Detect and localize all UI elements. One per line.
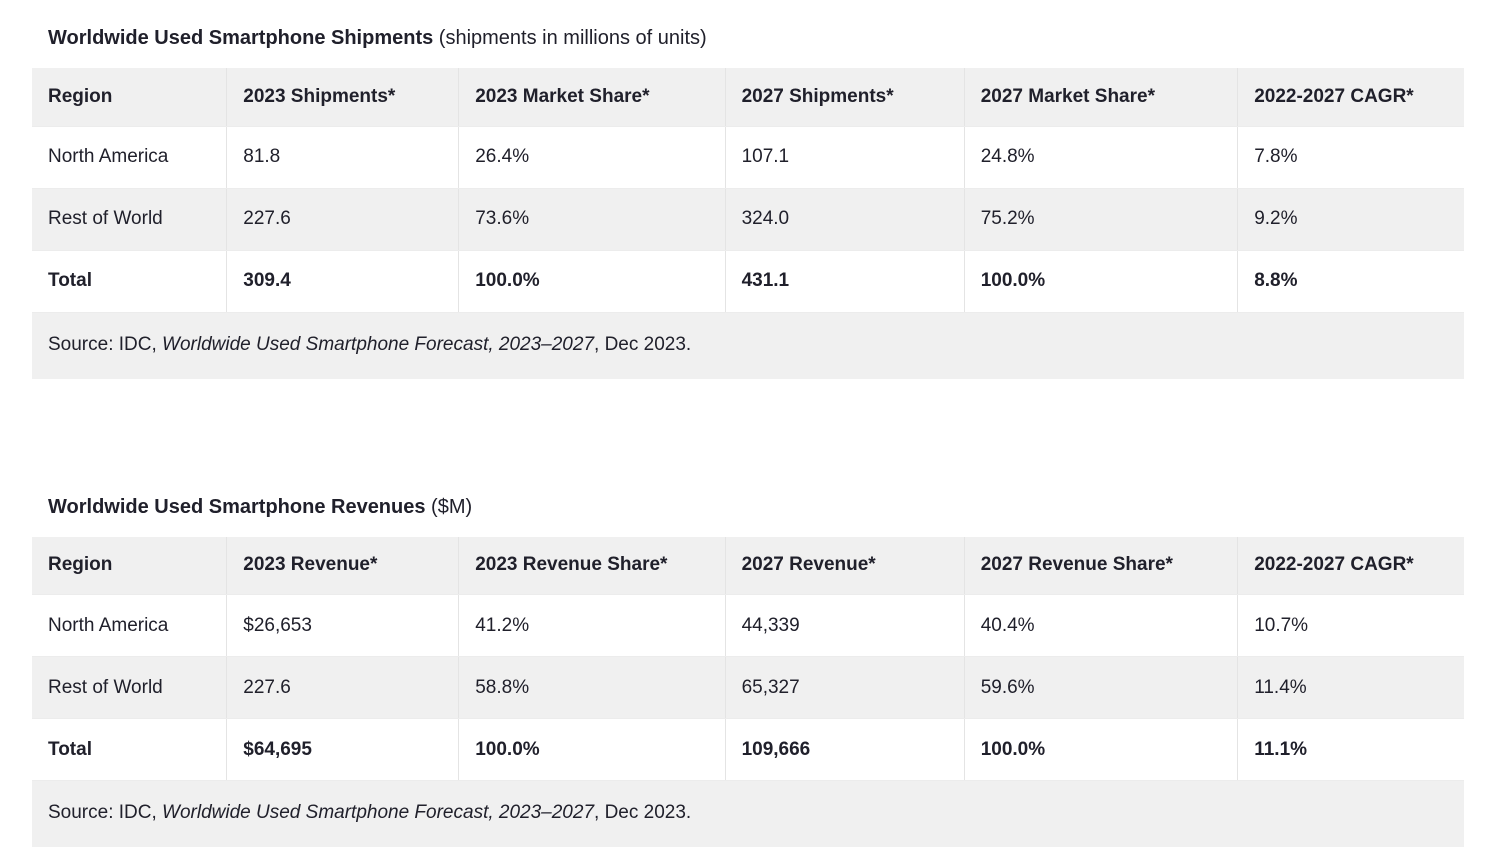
column-header: 2027 Market Share* bbox=[964, 68, 1239, 127]
table-cell: 59.6% bbox=[964, 656, 1239, 719]
table-cell: $26,653 bbox=[226, 594, 460, 657]
revenues-table-title: Worldwide Used Smartphone Revenues ($M) bbox=[32, 478, 1464, 537]
column-header: 2023 Shipments* bbox=[226, 68, 460, 127]
table-cell: 65,327 bbox=[725, 656, 965, 719]
table-cell: 58.8% bbox=[458, 656, 726, 719]
column-header: Region bbox=[32, 68, 228, 127]
table-row: Rest of World 227.6 58.8% 65,327 59.6% 11.4% bbox=[32, 656, 1464, 719]
table-title-text: Worldwide Used Smartphone Revenues bbox=[48, 495, 426, 518]
source-prefix: Source: IDC, bbox=[48, 333, 163, 355]
header-row: Region 2023 Revenue* 2023 Revenue Share* 20… bbox=[32, 536, 1464, 595]
table-cell: Rest of World bbox=[32, 656, 228, 719]
column-header: 2027 Revenue* bbox=[725, 536, 965, 595]
source-title: Worldwide Used Smartphone Forecast, 2023… bbox=[162, 802, 595, 823]
table-row: North America 81.8 26.4% 107.1 24.8% 7.8% bbox=[32, 126, 1464, 189]
table-cell: 11.4% bbox=[1237, 656, 1464, 719]
column-header: 2022-2027 CAGR* bbox=[1237, 68, 1464, 127]
column-header: 2023 Revenue* bbox=[226, 536, 460, 595]
revenues-table: Region 2023 Revenue* 2023 Revenue Share* 20… bbox=[32, 536, 1464, 781]
header-row: Region 2023 Shipments* 2023 Market Share* 2… bbox=[32, 68, 1464, 127]
table-cell: 75.2% bbox=[964, 188, 1239, 251]
table-cell: Total bbox=[32, 250, 228, 313]
revenues-table-body: North America $26,653 41.2% 44,339 40.4% 10.7… bbox=[32, 594, 1464, 781]
source-suffix: , Dec 2023. bbox=[594, 333, 692, 355]
table-cell: 11.1% bbox=[1237, 718, 1464, 781]
table-cell: 431.1 bbox=[725, 250, 965, 313]
column-header: 2022-2027 CAGR* bbox=[1237, 536, 1464, 595]
shipments-table-source: Source: IDC, Worldwide Used Smartphone F… bbox=[32, 312, 1464, 379]
table-cell: 324.0 bbox=[725, 188, 965, 251]
table-cell: 44,339 bbox=[725, 594, 965, 657]
table-cell: 26.4% bbox=[458, 126, 726, 189]
table-cell: 100.0% bbox=[458, 250, 726, 313]
table-title-text: Worldwide Used Smartphone Shipments bbox=[48, 27, 434, 49]
shipments-table: Region 2023 Shipments* 2023 Market Share* 2… bbox=[32, 68, 1464, 313]
table-row: Rest of World 227.6 73.6% 324.0 75.2% 9.2% bbox=[32, 188, 1464, 251]
table-cell: 109,666 bbox=[725, 718, 965, 781]
column-header: Region bbox=[32, 536, 228, 595]
table-cell: 40.4% bbox=[964, 594, 1239, 657]
table-cell: $64,695 bbox=[226, 718, 460, 781]
shipments-table-body: North America 81.8 26.4% 107.1 24.8% 7.8% Rest… bbox=[32, 126, 1464, 313]
source-title: Worldwide Used Smartphone Forecast, 2023… bbox=[162, 333, 595, 355]
source-prefix: Source: IDC, bbox=[48, 802, 163, 823]
table-row: North America $26,653 41.2% 44,339 40.4% 10.7… bbox=[32, 594, 1464, 657]
table-cell: 107.1 bbox=[725, 126, 965, 189]
revenues-table-section: Worldwide Used Smartphone Revenues ($M) … bbox=[32, 478, 1464, 847]
table-cell: Rest of World bbox=[32, 188, 228, 251]
total-row: Total $64,695 100.0% 109,666 100.0% 11.1% bbox=[32, 718, 1464, 781]
table-title-note: ($M) bbox=[425, 495, 473, 518]
column-header: 2027 Revenue Share* bbox=[964, 536, 1239, 595]
table-cell: North America bbox=[32, 126, 228, 189]
shipments-table-section: Worldwide Used Smartphone Shipments (shi… bbox=[32, 10, 1464, 379]
column-header: 2023 Revenue Share* bbox=[458, 536, 726, 595]
table-cell: North America bbox=[32, 594, 228, 657]
revenues-table-source: Source: IDC, Worldwide Used Smartphone F… bbox=[32, 781, 1464, 847]
table-cell: 227.6 bbox=[226, 656, 460, 719]
table-cell: 8.8% bbox=[1237, 250, 1464, 313]
table-cell: 100.0% bbox=[964, 718, 1239, 781]
table-cell: 41.2% bbox=[458, 594, 726, 657]
source-suffix: , Dec 2023. bbox=[594, 802, 692, 823]
table-cell: 7.8% bbox=[1237, 126, 1464, 189]
column-header: 2023 Market Share* bbox=[458, 68, 726, 127]
table-cell: 73.6% bbox=[458, 188, 726, 251]
table-cell: 100.0% bbox=[964, 250, 1239, 313]
table-cell: Total bbox=[32, 718, 228, 781]
shipments-table-header: Region 2023 Shipments* 2023 Market Share* 2… bbox=[32, 68, 1464, 127]
table-cell: 309.4 bbox=[226, 250, 460, 313]
column-header: 2027 Shipments* bbox=[725, 68, 965, 127]
table-cell: 24.8% bbox=[964, 126, 1239, 189]
revenues-table-header: Region 2023 Revenue* 2023 Revenue Share* 20… bbox=[32, 536, 1464, 595]
table-cell: 227.6 bbox=[226, 188, 460, 251]
table-cell: 81.8 bbox=[226, 126, 460, 189]
table-cell: 100.0% bbox=[458, 718, 726, 781]
table-cell: 10.7% bbox=[1237, 594, 1464, 657]
table-title-note: (shipments in millions of units) bbox=[433, 27, 707, 49]
shipments-table-title: Worldwide Used Smartphone Shipments (shi… bbox=[32, 10, 1464, 68]
table-cell: 9.2% bbox=[1237, 188, 1464, 251]
total-row: Total 309.4 100.0% 431.1 100.0% 8.8% bbox=[32, 250, 1464, 313]
